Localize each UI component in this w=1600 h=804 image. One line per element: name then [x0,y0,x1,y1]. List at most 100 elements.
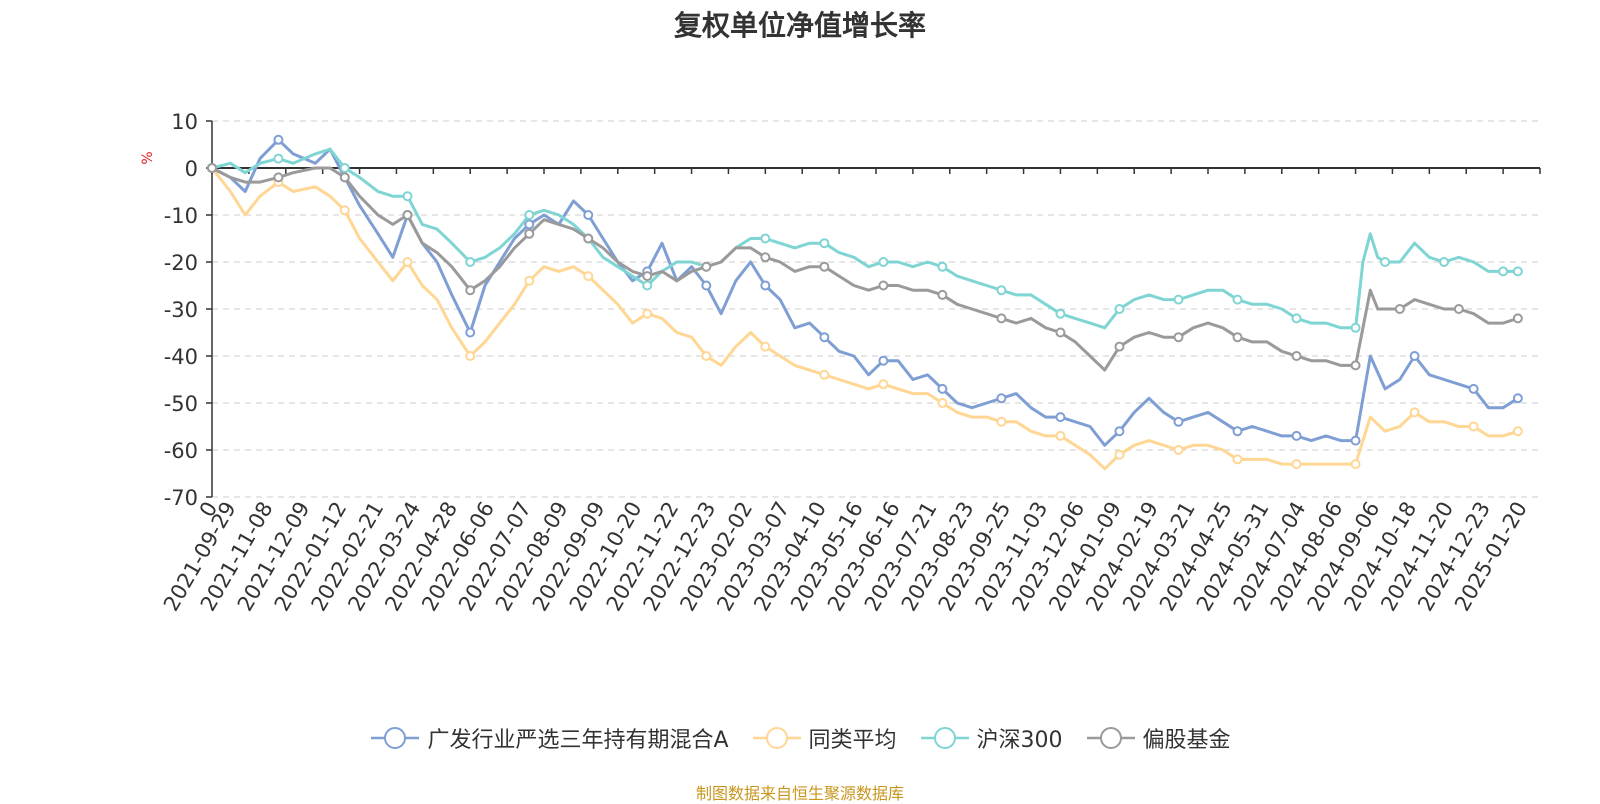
data-point [1468,421,1479,432]
legend-item[interactable]: 沪深300 [919,722,1063,754]
data-point [1232,332,1243,343]
data-point [642,308,653,319]
data-point [273,172,284,183]
data-point [1173,416,1184,427]
data-point [339,163,350,173]
legend-item[interactable]: 广发行业严选三年持有期混合A [369,722,729,754]
data-point [465,285,476,296]
data-point [1055,308,1066,319]
data-point [273,153,284,164]
y-tick-label: -50 [164,392,198,416]
y-tick-label: -70 [164,486,198,510]
data-point [996,313,1007,324]
data-point [642,280,653,291]
data-point [1512,393,1523,404]
data-point [1291,459,1302,470]
x-axis-ticks: 02021-09-292021-11-082021-12-092022-01-1… [159,168,1541,615]
data-point [1350,435,1361,446]
data-point [402,257,413,267]
data-point [339,205,350,216]
series-line [211,138,1519,447]
legend-symbol [1086,727,1135,749]
data-point [878,379,889,390]
data-point [524,228,535,239]
data-point [1512,426,1523,437]
data-point [1055,412,1066,423]
data-point [996,416,1007,427]
data-point [1114,304,1125,314]
data-point [819,238,830,249]
data-point [402,191,413,202]
data-point [819,261,830,272]
data-point [937,398,948,408]
data-point [1173,294,1184,305]
data-point [642,271,653,282]
data-point [1232,294,1243,305]
y-tick-label: -30 [164,298,198,322]
data-point [1468,383,1479,394]
data-point [273,134,284,145]
grid-lines [212,120,1540,498]
data-point [1439,257,1450,267]
data-point [1173,445,1184,455]
legend-item[interactable]: 同类平均 [751,722,897,754]
legend-label: 偏股基金 [1142,728,1231,753]
series-line [211,147,1518,330]
data-point [878,257,889,267]
series [207,163,1523,471]
legend: 广发行业严选三年持有期混合A 同类平均 沪深300 偏股基金 [0,722,1600,754]
series-line [210,167,1519,471]
legend-marker [933,727,956,749]
line-chart: 10 0 -10 -20 -30 -40 -50 -60 -70 02021-09-292021… [140,110,1541,615]
data-point [878,355,889,366]
series-group [207,134,1523,471]
data-point [402,210,413,220]
legend-symbol [371,727,420,749]
data-point [1291,430,1302,441]
chart-title: 复权单位净值增长率 [673,9,926,42]
legend-label: 广发行业严选三年持有期混合A [427,728,729,753]
y-tick-label: -20 [164,251,198,275]
data-point [760,252,771,263]
data-point [1409,351,1420,361]
y-tick-label: -10 [164,204,198,228]
data-point [996,285,1007,296]
data-point [1232,426,1243,437]
y-tick-label: -60 [164,439,198,463]
data-point [1114,341,1125,352]
y-tick-label: 0 [185,157,198,181]
legend-marker [1099,727,1122,749]
legend-item[interactable]: 偏股基金 [1085,722,1231,754]
data-point [937,289,948,300]
legend-marker [765,727,788,749]
y-tick-label: -40 [164,345,198,369]
data-point [760,341,771,352]
legend-symbol [752,727,801,749]
series [207,147,1523,333]
data-point [1409,407,1420,418]
data-point [1114,426,1125,437]
data-point [583,271,594,282]
legend-marker [384,727,407,749]
data-point [760,233,771,244]
data-point [937,261,948,272]
data-point [207,163,217,173]
legend-symbol [920,727,969,749]
y-tick-label: 10 [171,110,198,134]
data-point [583,233,594,244]
data-point [1173,332,1184,343]
data-point [1232,454,1243,465]
data-point [1380,257,1391,267]
data-point [465,327,476,338]
data-point [701,351,712,361]
data-point [996,393,1007,404]
data-point [583,210,594,220]
data-point [1498,266,1509,277]
data-point [819,332,830,343]
data-point [1055,327,1066,338]
data-point [878,280,889,291]
data-point [937,383,948,394]
data-point [1512,266,1523,277]
data-point [1394,304,1405,314]
data-point [701,261,712,272]
